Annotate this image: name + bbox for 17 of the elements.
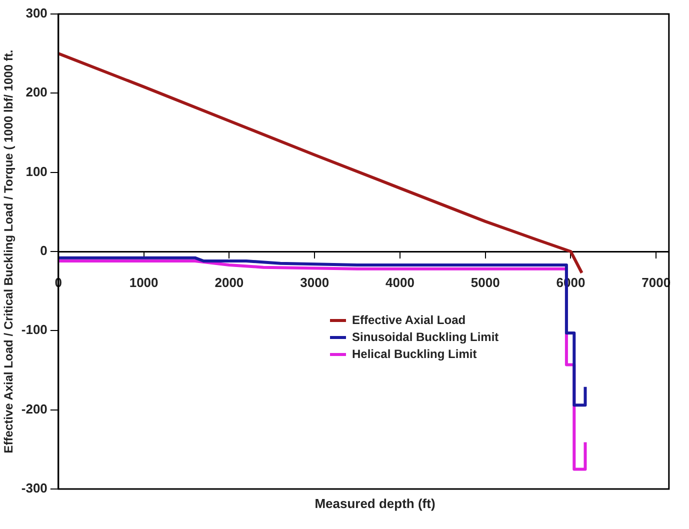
y-tick-label: 300 [26, 6, 48, 21]
y-tick-label: -100 [21, 322, 48, 338]
y-tick-label: -200 [21, 401, 48, 416]
x-tick-label: 4000 [386, 274, 414, 290]
x-tick-label: 2000 [214, 274, 244, 290]
legend-label: Sinusoidal Buckling Limit [352, 330, 499, 344]
x-tick-label: 1000 [129, 274, 158, 290]
legend-label: Helical Buckling Limit [352, 347, 477, 361]
x-tick-label: 3000 [300, 274, 330, 290]
y-tick-label: 100 [26, 164, 48, 179]
y-tick-label: -300 [21, 480, 48, 496]
x-axis-title: Measured depth (ft) [314, 496, 436, 511]
y-tick-label: 200 [26, 84, 48, 100]
y-tick-label: 0 [40, 243, 48, 258]
legend-label: Effective Axial Load [352, 313, 466, 327]
x-tick-label: 5000 [470, 274, 500, 290]
y-axis-title: Effective Axial Load / Critical Buckling Load / Torque ( 1000 lbf/ 1000 ft. [2, 50, 16, 454]
